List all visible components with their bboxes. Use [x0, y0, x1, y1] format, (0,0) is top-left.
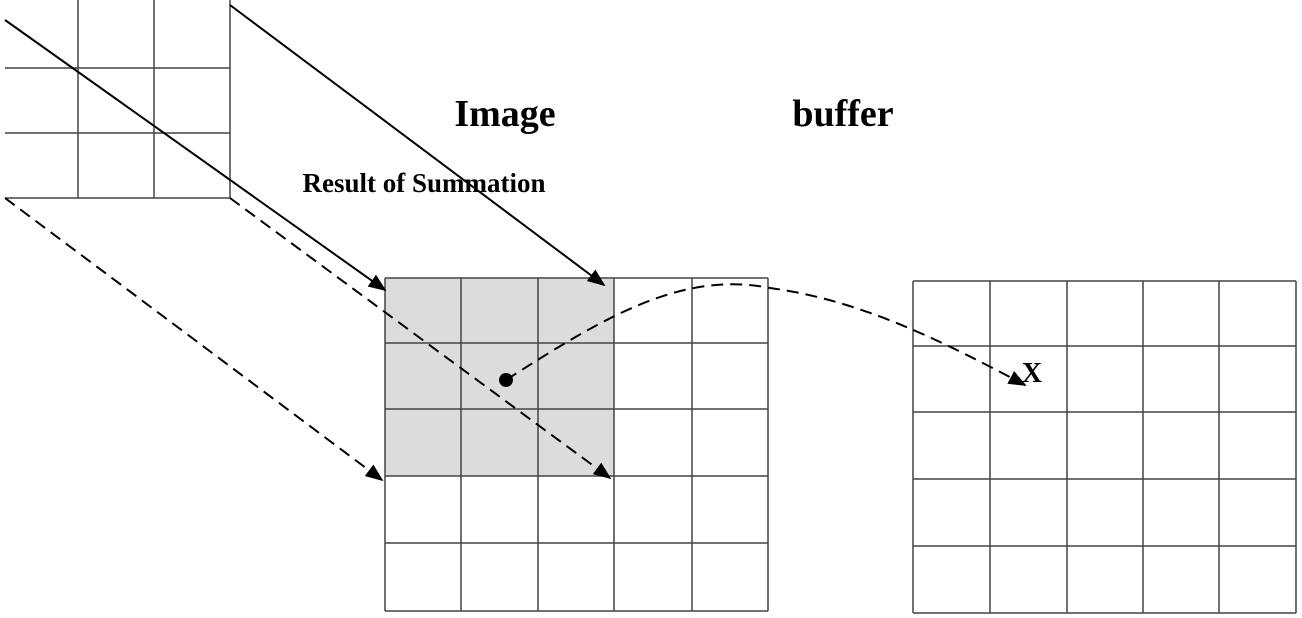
caption: Result of Summation	[302, 168, 545, 198]
target-label: X	[1022, 358, 1042, 389]
dot	[499, 373, 513, 387]
kernel-grid	[5, 0, 231, 199]
title-right: buffer	[792, 93, 893, 135]
title-left: Image	[454, 93, 555, 135]
arrows	[4, 4, 1027, 482]
image-grid	[384, 277, 769, 612]
shaded-region	[385, 278, 614, 476]
buffer-grid	[912, 280, 1297, 614]
